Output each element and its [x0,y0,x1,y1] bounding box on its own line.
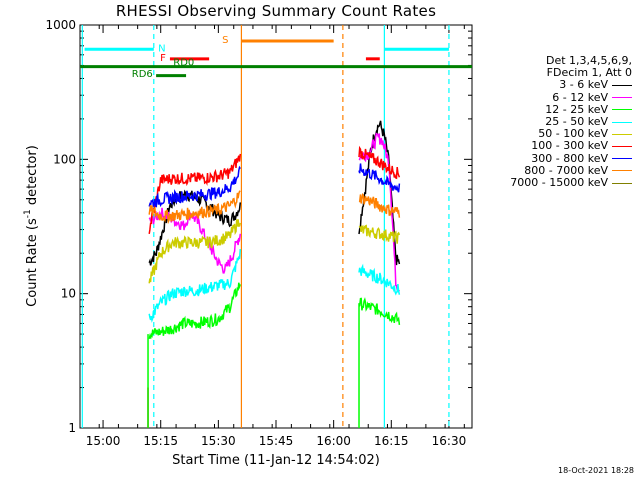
x-tick-label: 15:30 [201,434,236,448]
legend-label: 100 - 300 keV [531,139,608,153]
legend-entry: 12 - 25 keV [510,102,632,116]
state-bar-label: RD0 [173,57,194,68]
series-line [358,132,401,293]
legend-label: 7000 - 15000 keV [510,176,608,190]
x-tick-label: 15:45 [259,434,294,448]
legend-swatch [612,170,632,172]
legend-label: 6 - 12 keV [552,90,608,104]
series-line [358,145,401,180]
legend-swatch [612,182,632,184]
legend-entry: 300 - 800 keV [510,151,632,165]
legend-entry: 50 - 100 keV [510,128,632,140]
series-line [358,297,401,325]
series-line [148,165,241,208]
series-line [148,249,242,323]
legend-header: Det 1,3,4,5,6,9, [545,54,632,67]
legend-label: 3 - 6 keV [559,78,608,92]
x-tick-label: 16:15 [374,434,409,448]
legend-swatch [612,158,632,160]
legend-swatch [612,85,632,86]
y-tick-label: 10 [61,287,76,301]
chart-title: RHESSI Observing Summary Count Rates [115,2,437,20]
legend-swatch [612,109,632,111]
series-line [148,153,242,235]
x-tick-label: 15:15 [143,434,178,448]
legend-entry: 3 - 6 keV [510,79,632,91]
state-bar-label: RD6 [132,69,153,80]
legend-entry: 7000 - 15000 keV [510,176,632,190]
series-line [148,219,242,284]
y-tick-label: 1000 [45,18,76,32]
legend-entry: 25 - 50 keV [510,115,632,129]
series-line [358,192,401,218]
legend-entry: 100 - 300 keV [510,140,632,152]
plot-frame [79,24,473,429]
legend-swatch [612,133,632,135]
series-line [358,120,401,266]
series-line [148,282,242,339]
legend-entry: 800 - 7000 keV [510,163,632,177]
y-axis-label: Count Rate (s-1 detector) [23,145,40,307]
state-bar-label: F [160,53,166,64]
legend-swatch [612,146,632,148]
legend-entry: 6 - 12 keV [510,90,632,104]
state-bar-label: N [158,43,165,54]
x-axis-label: Start Time (11-Jan-12 14:54:02) [172,453,380,468]
y-tick-label: 100 [53,152,76,166]
series-line [148,190,241,225]
legend-label: 800 - 7000 keV [524,163,608,177]
legend-header: FDecim 1, Att 0 [546,66,632,80]
legend-label: 50 - 100 keV [538,127,608,141]
state-bar-label: S [222,35,228,46]
series-line [148,189,242,266]
legend-swatch [612,121,632,123]
x-tick-label: 16:00 [316,434,351,448]
x-tick-label: 16:30 [432,434,467,448]
y-tick-label: 1 [68,421,76,435]
series-line [358,263,401,296]
series-line [358,224,401,244]
legend-swatch [612,97,632,99]
timestamp: 18-Oct-2021 18:28 [558,466,634,475]
x-tick-label: 15:00 [86,434,121,448]
legend-label: 12 - 25 keV [545,102,608,116]
series-line [358,163,401,193]
legend-label: 25 - 50 keV [545,115,608,129]
legend-label: 300 - 800 keV [531,151,608,165]
